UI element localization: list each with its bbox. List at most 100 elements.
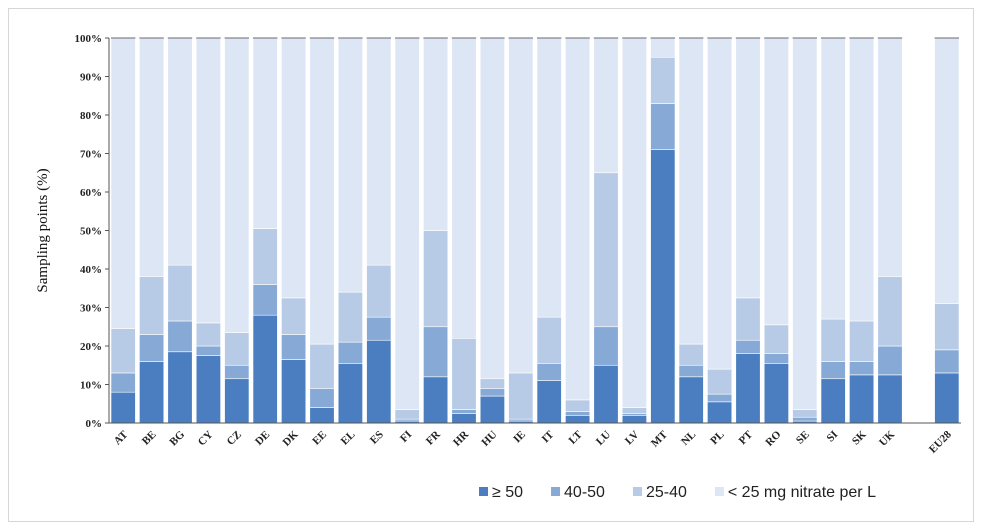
x-tick-label: FR: [424, 428, 444, 448]
bar-segment: [621, 37, 647, 408]
bar-segment: [593, 326, 619, 366]
x-tick-label: LV: [623, 429, 642, 448]
legend-label: 25-40: [646, 484, 687, 501]
bar-segment: [139, 361, 165, 424]
plot-area: [110, 37, 960, 424]
bar-segment: [337, 37, 363, 293]
y-tick-label: 50%: [80, 226, 102, 238]
bar-segment: [877, 37, 903, 277]
y-tick-label: 100%: [75, 33, 103, 45]
y-tick-label: 0%: [86, 418, 103, 430]
bar-segment: [820, 378, 846, 424]
bar-segment: [650, 149, 676, 424]
legend-swatch: [479, 487, 488, 496]
x-tick-label: MT: [649, 428, 670, 449]
x-tick-label: DE: [253, 429, 272, 448]
x-tick-label: SE: [794, 429, 812, 447]
y-tick-label: 30%: [80, 303, 102, 315]
legend-label: ≥ 50: [492, 484, 523, 501]
bar-segment: [479, 388, 505, 397]
bar-segment: [366, 264, 392, 318]
y-axis-title: Sampling points (%): [35, 168, 51, 292]
bar-segment: [650, 103, 676, 150]
bar-segment: [110, 391, 136, 424]
bar-segment: [224, 378, 250, 424]
bar-segment: [536, 37, 562, 318]
x-tick-label: FI: [398, 429, 414, 445]
bar-segment: [479, 37, 505, 380]
bar-segment: [849, 374, 875, 424]
bar-segment: [423, 326, 449, 378]
bar-segment: [366, 37, 392, 266]
x-tick-label: EE: [310, 429, 329, 448]
x-tick-label: CZ: [225, 429, 244, 448]
bar-segment: [167, 320, 193, 353]
bar-segment: [337, 291, 363, 343]
bar-segment: [281, 297, 307, 335]
x-tick-label: EU28: [927, 428, 954, 455]
bar-segment: [792, 409, 818, 418]
bar-segment: [849, 320, 875, 362]
y-tick-label: 90%: [80, 72, 102, 84]
x-tick-label: PT: [737, 428, 756, 447]
bar-segment: [565, 414, 591, 424]
bar-segment: [423, 376, 449, 424]
chart-frame: 0% 10% 20% 30% 40% 50% 60% 70% 80% 90% 100% Samplin…: [8, 8, 974, 522]
bar-segment: [934, 349, 960, 374]
x-tick-label: PL: [708, 429, 726, 447]
bar-segment: [167, 37, 193, 266]
x-tick-label: AT: [112, 428, 131, 447]
bar-segment: [820, 37, 846, 320]
bar-segment: [309, 37, 335, 345]
legend: ≥ 50 40-50 25-40 < 25 mg nitrate per L: [479, 484, 876, 501]
bar-segment: [309, 407, 335, 424]
bar-segment: [593, 37, 619, 174]
legend-label: < 25 mg nitrate per L: [728, 484, 876, 501]
x-tick-label: HR: [451, 428, 472, 449]
bar-segment: [621, 414, 647, 424]
bar-segment: [650, 56, 676, 104]
bar-segment: [735, 37, 761, 299]
bar-segment: [281, 359, 307, 424]
bar-segment: [309, 343, 335, 389]
bar-segment: [877, 374, 903, 424]
bar-segment: [195, 345, 221, 356]
bar-segment: [423, 230, 449, 328]
bar-segment: [139, 334, 165, 362]
bar-segment: [565, 37, 591, 401]
bar-segment: [366, 339, 392, 424]
bar-segment: [281, 37, 307, 299]
bar-segment: [110, 328, 136, 374]
bar-segment: [849, 361, 875, 376]
bar-segment: [451, 37, 477, 339]
x-tick-label: CY: [196, 429, 216, 449]
bar-segment: [139, 276, 165, 335]
legend-swatch: [551, 487, 561, 496]
bar-segment: [707, 393, 733, 403]
bar-segment: [792, 416, 818, 422]
bar-segment: [536, 380, 562, 424]
x-tick-label: BG: [167, 428, 187, 448]
stacked-bar-chart: 0% 10% 20% 30% 40% 50% 60% 70% 80% 90% 100% Samplin…: [35, 33, 961, 501]
y-tick-label: 10%: [80, 380, 102, 392]
bar-segment: [167, 351, 193, 424]
bar-segment: [451, 409, 477, 414]
x-tick-label: EL: [339, 429, 358, 448]
bar-segment: [763, 37, 789, 326]
bar-segment: [735, 339, 761, 355]
bar-segment: [820, 318, 846, 362]
bar-segment: [934, 303, 960, 351]
bar-segment: [763, 353, 789, 364]
bar-segment: [621, 407, 647, 414]
bar-segment: [707, 401, 733, 424]
bar-segment: [763, 363, 789, 424]
bar-segment: [934, 37, 960, 304]
bar-segment: [337, 341, 363, 364]
bar-segment: [565, 411, 591, 416]
bar-segment: [224, 37, 250, 333]
bar-segment: [309, 388, 335, 408]
bar-segment: [820, 361, 846, 380]
bar-segment: [479, 378, 505, 389]
bar-segment: [934, 372, 960, 424]
bar-segment: [735, 297, 761, 341]
